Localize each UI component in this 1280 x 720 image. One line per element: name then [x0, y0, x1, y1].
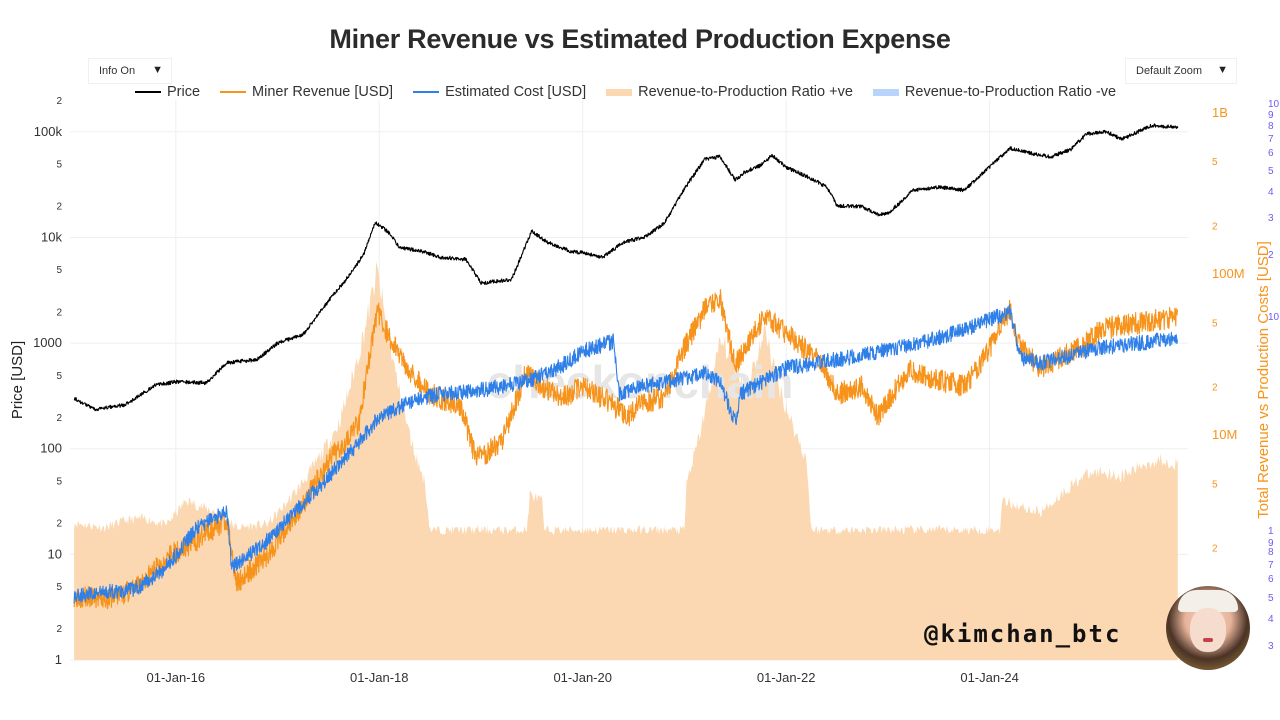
line-layer [73, 123, 1179, 610]
left-tick-label: 100 [40, 441, 62, 456]
ratio-tick-label: 10 [1268, 312, 1280, 323]
left-tick-label: 5 [56, 265, 62, 276]
estimated-cost-line [73, 304, 1179, 604]
left-tick-label: 1 [55, 652, 62, 667]
chart-title: Miner Revenue vs Estimated Production Ex… [329, 24, 951, 54]
legend-swatch-estimated-cost [413, 91, 440, 93]
zoom-dropdown[interactable]: Default Zoom ▼ [1125, 58, 1237, 84]
ratio-positive-area [74, 261, 1178, 660]
left-axis: 1 2 5 10 2 5 100 2 5 1000 2 5 10k 2 5 100k 2 [33, 96, 62, 667]
left-tick-label: 2 [56, 202, 62, 213]
left-tick-label: 5 [56, 477, 62, 488]
left-tick-label: 100k [34, 124, 63, 139]
legend-swatch-ratio-positive [606, 88, 633, 96]
x-tick-label: 01-Jan-22 [757, 670, 816, 685]
info-toggle-dropdown[interactable]: Info On ▼ [88, 58, 172, 84]
x-tick-label: 01-Jan-24 [960, 670, 1019, 685]
y-axis-left-label: Price [USD] [9, 341, 26, 419]
avatar-hat [1178, 590, 1238, 612]
x-tick-label: 01-Jan-16 [147, 670, 206, 685]
ratio-tick-label: 8 [1268, 547, 1274, 558]
author-handle: @kimchan_btc [924, 620, 1122, 648]
ratio-tick-label: 3 [1268, 213, 1274, 224]
ratio-tick-label: 3 [1268, 641, 1274, 652]
legend-item-ratio-positive[interactable]: Revenue-to-Production Ratio +ve [606, 84, 853, 100]
left-tick-label: 2 [56, 624, 62, 635]
ratio-tick-label: 2 [1268, 250, 1274, 261]
ratio-tick-label: 9 [1268, 110, 1274, 121]
ratio-area-layer [74, 261, 1178, 660]
ratio-tick-label: 5 [1268, 166, 1274, 177]
ratio-tick-label: 9 [1268, 538, 1274, 549]
left-tick-label: 1000 [33, 335, 62, 350]
legend-label-price: Price [167, 84, 201, 100]
avatar [1166, 586, 1250, 670]
ratio-tick-label: 5 [1268, 593, 1274, 604]
legend-label-estimated-cost: Estimated Cost [USD] [445, 84, 587, 100]
right-tick-label: 2 [1212, 543, 1218, 554]
left-tick-label: 10 [48, 546, 62, 561]
ratio-tick-label: 6 [1268, 148, 1274, 159]
miner-revenue-line [73, 289, 1179, 610]
avatar-face [1190, 608, 1226, 652]
legend-item-ratio-negative[interactable]: Revenue-to-Production Ratio -ve [872, 84, 1117, 100]
left-tick-label: 2 [56, 96, 62, 107]
caret-down-icon: ▼ [152, 64, 163, 76]
x-tick-label: 01-Jan-18 [350, 670, 409, 685]
right-tick-label: 5 [1212, 479, 1218, 490]
right-tick-label: 10M [1212, 427, 1237, 442]
left-tick-label: 5 [56, 160, 62, 171]
ratio-tick-label: 4 [1268, 614, 1274, 625]
right-tick-label: 100M [1212, 266, 1245, 281]
x-tick-label: 01-Jan-20 [553, 670, 612, 685]
left-tick-label: 2 [56, 307, 62, 318]
chart-legend: Price Miner Revenue [USD] Estimated Cost… [135, 83, 1136, 101]
right-tick-label: 2 [1212, 382, 1218, 393]
legend-item-price[interactable]: Price [135, 84, 200, 100]
left-tick-label: 10k [41, 229, 62, 244]
ratio-tick-label: 6 [1268, 574, 1274, 585]
ratio-tick-label: 4 [1268, 187, 1274, 198]
ratio-tick-label: 10 [1268, 99, 1280, 110]
y-axis-right-label: Total Revenue vs Production Costs [USD] [1255, 241, 1272, 519]
price-line [73, 123, 1179, 412]
avatar-lips [1203, 638, 1213, 642]
ratio-tick-label: 7 [1268, 134, 1274, 145]
left-tick-label: 5 [56, 371, 62, 382]
left-tick-label: 2 [56, 413, 62, 424]
legend-label-miner-revenue: Miner Revenue [USD] [252, 84, 394, 100]
right-tick-label: 5 [1212, 157, 1218, 168]
zoom-label: Default Zoom [1136, 65, 1203, 77]
legend-label-ratio-negative: Revenue-to-Production Ratio -ve [904, 84, 1117, 100]
legend-swatch-miner-revenue [220, 91, 247, 93]
right-tick-label: 2 [1212, 221, 1218, 232]
left-tick-label: 2 [56, 519, 62, 530]
caret-down-icon: ▼ [1217, 64, 1228, 76]
legend-label-ratio-positive: Revenue-to-Production Ratio +ve [638, 84, 853, 100]
right-tick-label: 1B [1212, 105, 1228, 120]
ratio-tick-label: 7 [1268, 560, 1274, 571]
legend-swatch-price [135, 91, 161, 93]
left-tick-label: 5 [56, 582, 62, 593]
ratio-tick-label: 8 [1268, 121, 1274, 132]
right-axis: 51M2510M25100M251B [1212, 105, 1245, 652]
legend-swatch-ratio-negative [872, 88, 899, 96]
ratio-tick-label: 1 [1268, 526, 1274, 537]
x-axis: 01-Jan-16 01-Jan-18 01-Jan-20 01-Jan-22 01-J… [147, 670, 1019, 685]
info-toggle-label: Info On [99, 65, 136, 77]
legend-item-estimated-cost[interactable]: Estimated Cost [USD] [413, 84, 586, 100]
right-tick-label: 5 [1212, 318, 1218, 329]
legend-item-miner-revenue[interactable]: Miner Revenue [USD] [220, 84, 393, 100]
